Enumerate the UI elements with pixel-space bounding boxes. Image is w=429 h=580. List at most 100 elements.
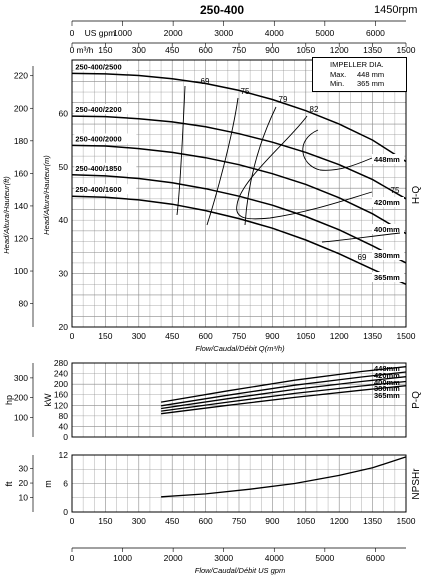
npsh-ft-axis-title: ft — [4, 481, 14, 487]
efficiency-label: 75 — [241, 87, 250, 96]
hq-curve-380mm — [71, 174, 407, 264]
npsh-panel-label: NPSHr — [411, 468, 422, 500]
gpm-tick-label-bottom: 6000 — [366, 553, 385, 563]
npsh-x-tick: 300 — [132, 516, 146, 526]
ft-tick-label: 100 — [14, 266, 28, 276]
pq-y-tick-kw: 160 — [54, 390, 68, 400]
ft-tick-label: 80 — [19, 299, 29, 309]
hq-end-label: 420mm — [374, 198, 400, 207]
pq-end-label: 380mm — [374, 384, 400, 393]
m3h-tick-label-top: 600 — [199, 45, 213, 55]
efficiency-label: 69 — [358, 253, 367, 262]
hq-x-tick: 1050 — [296, 331, 315, 341]
npsh-y-tick-m: 12 — [59, 450, 69, 460]
pq-y-tick-kw: 0 — [63, 432, 68, 442]
efficiency-contour — [206, 97, 239, 226]
hq-y-axis-title-m: Head/Altura/Hauteur(m) — [42, 155, 51, 235]
npsh-x-tick: 150 — [98, 516, 112, 526]
hq-x-tick: 1500 — [397, 331, 416, 341]
hp-tick-label: 100 — [14, 412, 28, 422]
hq-x-tick: 900 — [265, 331, 279, 341]
m3h-tick-label-top: 1350 — [363, 45, 382, 55]
pq-y-tick-kw: 240 — [54, 369, 68, 379]
npsh-x-tick: 450 — [165, 516, 179, 526]
ft-tick-label: 220 — [14, 71, 28, 81]
pq-y-tick-kw: 200 — [54, 379, 68, 389]
npsh-x-tick: 1200 — [330, 516, 349, 526]
m3h-tick-label-top: 0 — [70, 45, 75, 55]
ft-tick-label: 140 — [14, 201, 28, 211]
efficiency-label: 69 — [201, 77, 210, 86]
impeller-max-value: 448 mm — [357, 70, 385, 79]
npsh-x-tick: 600 — [199, 516, 213, 526]
hq-x-tick: 150 — [98, 331, 112, 341]
npsh-plot-frame — [71, 454, 407, 513]
gpm-tick-label-bottom: 4000 — [265, 553, 284, 563]
hq-curve-label: 250-400/2000 — [75, 134, 121, 143]
pq-curve-420mm — [160, 371, 407, 407]
pq-plot-frame — [71, 362, 407, 438]
efficiency-contour — [236, 115, 373, 220]
hq-end-label-bg — [372, 154, 404, 164]
pq-y-tick-kw: 120 — [54, 400, 68, 410]
npsh-x-tick: 1050 — [296, 516, 315, 526]
impeller-box-title: IMPELLER DIA. — [330, 60, 384, 69]
m3h-label-top: m³/h — [77, 45, 94, 55]
m3h-tick-label-top: 300 — [132, 45, 146, 55]
hq-x-axis-title: Flow/Caudal/Débit Q(m³/h) — [195, 344, 285, 353]
hq-x-tick: 450 — [165, 331, 179, 341]
gpm-axis-title-bottom: Flow/Caudal/Débit US gpm — [195, 566, 285, 575]
hq-curve-label-bg — [74, 162, 137, 173]
gpm-tick-label-bottom: 1000 — [113, 553, 132, 563]
hq-end-label: 448mm — [374, 155, 400, 164]
pq-curve-365mm — [161, 385, 407, 415]
hq-x-tick: 1200 — [330, 331, 349, 341]
hp-tick-label: 200 — [14, 393, 28, 403]
npsh-m-axis-title: m — [43, 480, 53, 488]
hq-end-label-bg — [372, 224, 404, 234]
hq-x-tick: 0 — [70, 331, 75, 341]
efficiency-label: 75 — [391, 186, 400, 195]
pq-end-label: 365mm — [374, 391, 400, 400]
gpm-tick-label-bottom: 2000 — [164, 553, 183, 563]
hq-x-tick: 300 — [132, 331, 146, 341]
npsh-ft-tick-label: 30 — [19, 464, 29, 474]
ft-tick-label: 200 — [14, 103, 28, 113]
m3h-tick-label-top: 150 — [98, 45, 112, 55]
m3h-tick-label-top: 1200 — [330, 45, 349, 55]
efficiency-contour — [321, 232, 401, 243]
hq-end-label-bg — [372, 197, 404, 207]
pq-y-tick-kw: 40 — [59, 421, 69, 431]
speed-label: 1450rpm — [374, 4, 418, 16]
npsh-ft-tick-label: 10 — [19, 493, 29, 503]
impeller-min-label: Min. — [330, 79, 345, 88]
hq-curve-label-bg — [74, 133, 137, 144]
pq-curve-380mm — [161, 380, 407, 412]
hq-curve-label: 250-400/2500 — [75, 62, 121, 71]
pq-curve-400mm — [161, 376, 407, 410]
efficiency-label: 82 — [310, 105, 319, 114]
gpm-tick-label-top: 0 — [70, 28, 75, 38]
m3h-tick-label-top: 900 — [265, 45, 279, 55]
efficiency-contour — [176, 85, 186, 216]
hq-curve-label-bg — [74, 104, 137, 115]
hq-curve-400mm — [71, 144, 407, 235]
hq-panel-label: H-Q — [411, 186, 422, 205]
hq-curve-448mm — [71, 72, 407, 163]
pq-y-tick-kw: 280 — [54, 358, 68, 368]
hq-y-tick-m: 20 — [59, 322, 69, 332]
npsh-ft-tick-label: 20 — [19, 478, 29, 488]
gpm-tick-label-bottom: 3000 — [214, 553, 233, 563]
gpm-tick-label-top: 3000 — [214, 28, 233, 38]
pq-end-label: 448mm — [374, 364, 400, 373]
hq-x-tick: 750 — [232, 331, 246, 341]
npsh-x-tick: 1500 — [397, 516, 416, 526]
hq-y-tick-m: 50 — [59, 162, 69, 172]
efficiency-contour — [244, 106, 277, 226]
pq-panel-label: P-Q — [411, 391, 422, 409]
hq-curve-label-bg — [74, 61, 137, 72]
hq-end-label: 365mm — [374, 273, 400, 282]
hq-curve-365mm — [71, 195, 407, 285]
hq-end-label: 400mm — [374, 225, 400, 234]
